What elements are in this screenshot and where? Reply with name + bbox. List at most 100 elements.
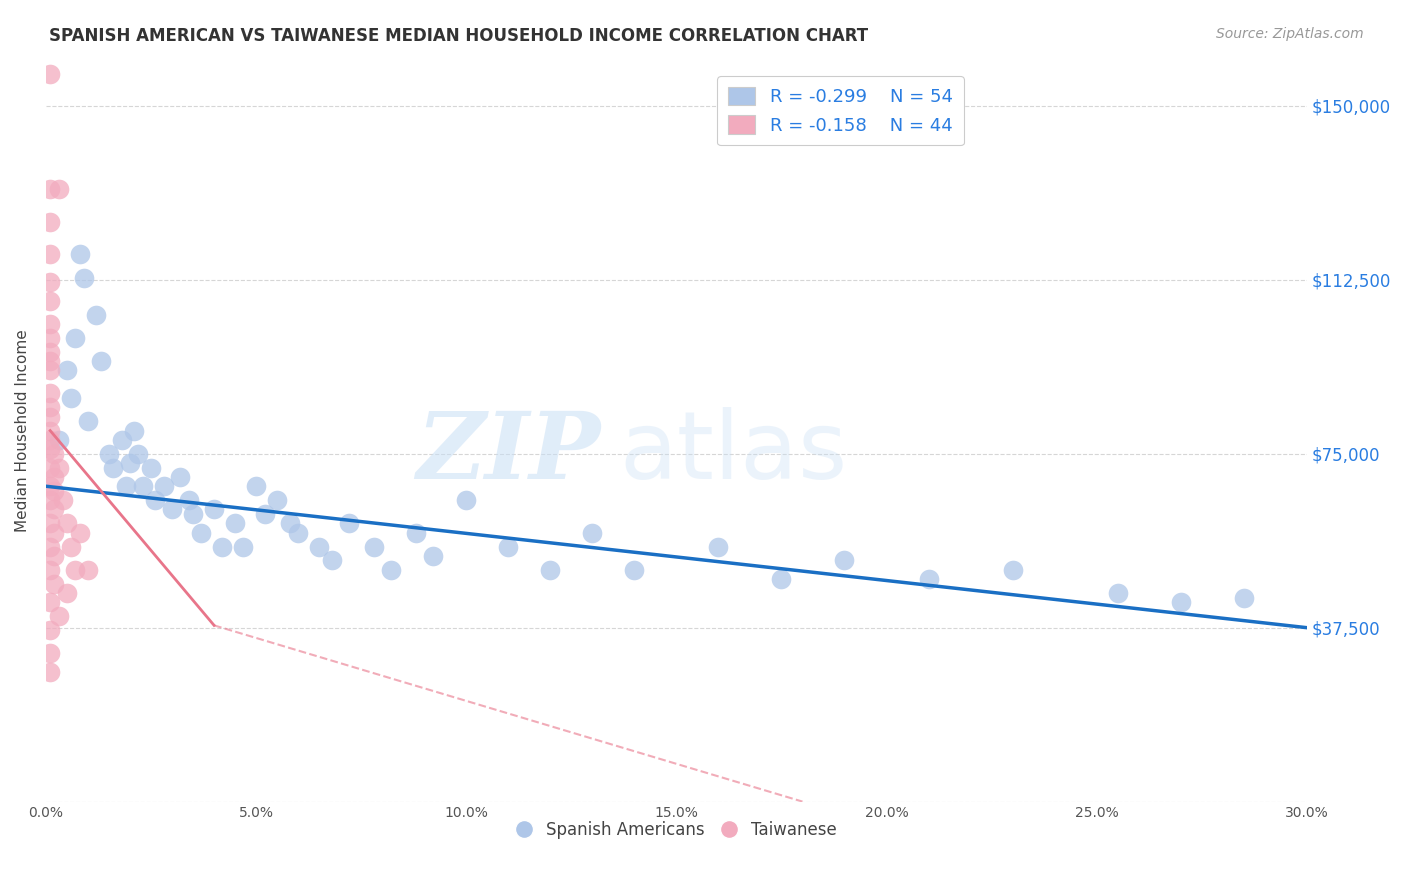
Point	[69, 525, 91, 540]
Point	[39, 442, 62, 457]
Point	[202, 502, 225, 516]
Point	[39, 363, 62, 377]
Point	[39, 646, 62, 660]
Point	[39, 460, 62, 475]
Point	[1233, 591, 1256, 605]
Point	[90, 354, 112, 368]
Point	[39, 479, 62, 493]
Point	[1107, 586, 1129, 600]
Point	[44, 525, 66, 540]
Point	[48, 460, 70, 475]
Point	[1170, 595, 1192, 609]
Point	[39, 424, 62, 438]
Text: Source: ZipAtlas.com: Source: ZipAtlas.com	[1216, 27, 1364, 41]
Point	[39, 401, 62, 415]
Point	[44, 447, 66, 461]
Point	[308, 540, 330, 554]
Point	[60, 540, 83, 554]
Point	[39, 317, 62, 331]
Point	[1001, 563, 1024, 577]
Point	[770, 572, 793, 586]
Point	[77, 414, 100, 428]
Point	[48, 609, 70, 624]
Point	[39, 247, 62, 261]
Point	[111, 433, 134, 447]
Point	[65, 563, 87, 577]
Point	[422, 549, 444, 563]
Point	[118, 456, 141, 470]
Point	[48, 182, 70, 196]
Point	[39, 331, 62, 345]
Point	[39, 540, 62, 554]
Point	[834, 553, 856, 567]
Point	[48, 433, 70, 447]
Point	[139, 460, 162, 475]
Point	[39, 215, 62, 229]
Point	[122, 424, 145, 438]
Point	[39, 386, 62, 401]
Point	[39, 563, 62, 577]
Point	[39, 665, 62, 679]
Point	[44, 483, 66, 498]
Point	[160, 502, 183, 516]
Point	[56, 586, 79, 600]
Point	[211, 540, 233, 554]
Point	[69, 247, 91, 261]
Point	[623, 563, 645, 577]
Point	[103, 460, 125, 475]
Point	[190, 525, 212, 540]
Point	[224, 516, 246, 531]
Y-axis label: Median Household Income: Median Household Income	[15, 329, 30, 532]
Point	[337, 516, 360, 531]
Point	[39, 623, 62, 637]
Point	[44, 470, 66, 484]
Point	[456, 493, 478, 508]
Point	[39, 344, 62, 359]
Point	[253, 507, 276, 521]
Text: atlas: atlas	[620, 407, 848, 499]
Point	[86, 308, 108, 322]
Point	[245, 479, 267, 493]
Point	[405, 525, 427, 540]
Point	[581, 525, 603, 540]
Point	[39, 293, 62, 308]
Point	[232, 540, 254, 554]
Point	[39, 595, 62, 609]
Text: ZIP: ZIP	[416, 408, 600, 498]
Point	[39, 182, 62, 196]
Point	[44, 502, 66, 516]
Point	[98, 447, 121, 461]
Point	[287, 525, 309, 540]
Point	[177, 493, 200, 508]
Point	[39, 493, 62, 508]
Text: SPANISH AMERICAN VS TAIWANESE MEDIAN HOUSEHOLD INCOME CORRELATION CHART: SPANISH AMERICAN VS TAIWANESE MEDIAN HOU…	[49, 27, 869, 45]
Point	[538, 563, 561, 577]
Point	[169, 470, 191, 484]
Point	[707, 540, 730, 554]
Point	[56, 363, 79, 377]
Point	[39, 354, 62, 368]
Point	[39, 433, 62, 447]
Point	[44, 549, 66, 563]
Point	[278, 516, 301, 531]
Point	[39, 275, 62, 289]
Point	[131, 479, 153, 493]
Point	[363, 540, 385, 554]
Point	[321, 553, 343, 567]
Point	[39, 66, 62, 80]
Point	[52, 493, 75, 508]
Point	[917, 572, 939, 586]
Point	[380, 563, 402, 577]
Point	[266, 493, 288, 508]
Point	[181, 507, 204, 521]
Point	[65, 331, 87, 345]
Point	[39, 409, 62, 424]
Point	[152, 479, 174, 493]
Legend: Spanish Americans, Taiwanese: Spanish Americans, Taiwanese	[509, 814, 844, 846]
Point	[60, 391, 83, 405]
Point	[44, 576, 66, 591]
Point	[496, 540, 519, 554]
Point	[39, 516, 62, 531]
Point	[114, 479, 136, 493]
Point	[143, 493, 166, 508]
